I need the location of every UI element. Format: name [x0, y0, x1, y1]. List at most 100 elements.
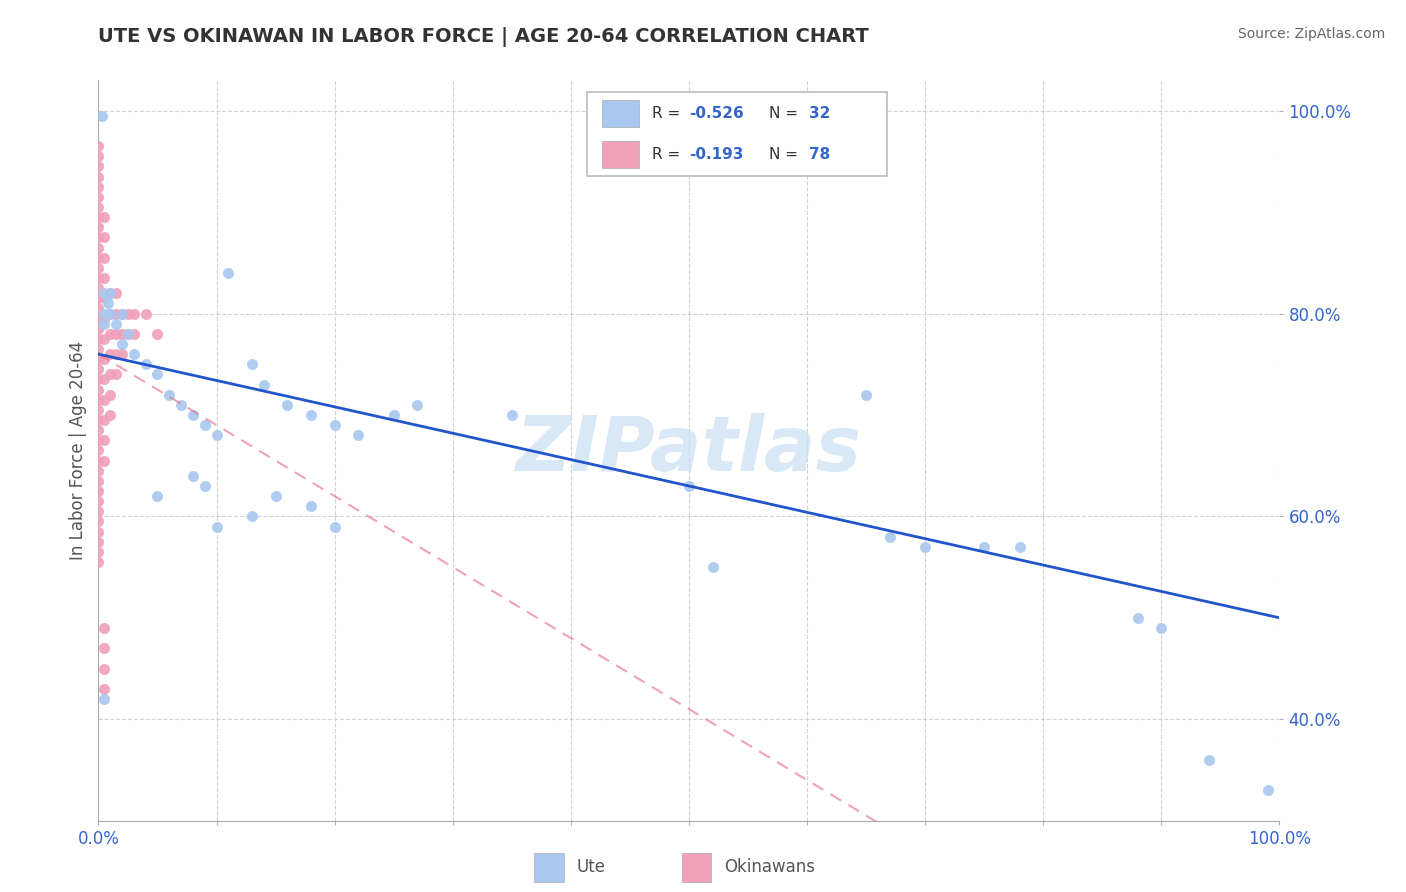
Point: [93, 621, 115, 635]
Point: [157, 387, 180, 401]
Text: 32: 32: [810, 106, 831, 120]
Point: [87, 169, 110, 184]
Text: R =: R =: [651, 106, 685, 120]
Point: [93, 332, 115, 346]
Point: [87, 149, 110, 163]
Point: [122, 326, 145, 341]
Point: [87, 524, 110, 539]
Point: [111, 307, 134, 321]
Point: [87, 362, 110, 376]
Point: [122, 307, 145, 321]
Point: [87, 534, 110, 549]
Point: [117, 307, 139, 321]
Text: -0.193: -0.193: [689, 147, 742, 161]
Point: [111, 307, 134, 321]
Point: [299, 408, 322, 422]
Point: [105, 307, 128, 321]
Point: [87, 301, 110, 316]
Bar: [602, 100, 640, 127]
Point: [87, 423, 110, 437]
Point: [91, 109, 114, 123]
Point: [205, 428, 228, 442]
Point: [276, 398, 298, 412]
Point: [87, 322, 110, 336]
Point: [93, 681, 115, 696]
Point: [87, 179, 110, 194]
Point: [253, 377, 276, 392]
Point: [93, 311, 115, 326]
Point: [105, 347, 128, 361]
Point: [93, 372, 115, 386]
Point: [170, 398, 193, 412]
Point: [87, 311, 110, 326]
Point: [87, 139, 110, 153]
Point: [117, 326, 139, 341]
Point: [1257, 783, 1279, 797]
Point: [194, 479, 217, 493]
Point: [87, 392, 110, 407]
Point: [93, 453, 115, 467]
Point: [501, 408, 523, 422]
Point: [93, 413, 115, 427]
Point: [98, 307, 121, 321]
Point: [1126, 611, 1149, 625]
Point: [87, 190, 110, 204]
Y-axis label: In Labor Force | Age 20-64: In Labor Force | Age 20-64: [69, 341, 87, 560]
Point: [87, 281, 110, 295]
Point: [98, 347, 121, 361]
Point: [93, 291, 115, 305]
Point: [97, 296, 120, 310]
Point: [217, 266, 239, 280]
Point: [98, 286, 121, 301]
Point: [87, 220, 110, 235]
Point: [98, 286, 121, 301]
Text: N =: N =: [769, 147, 803, 161]
Point: [93, 661, 115, 675]
Text: Okinawans: Okinawans: [724, 858, 815, 877]
Point: [111, 326, 134, 341]
Point: [93, 230, 115, 244]
Point: [87, 494, 110, 508]
Text: Source: ZipAtlas.com: Source: ZipAtlas.com: [1237, 27, 1385, 41]
Point: [323, 519, 346, 533]
Point: [111, 347, 134, 361]
FancyBboxPatch shape: [586, 92, 887, 176]
Point: [264, 489, 287, 503]
Point: [87, 241, 110, 255]
Point: [323, 418, 346, 433]
Text: R =: R =: [651, 147, 685, 161]
Point: [87, 443, 110, 458]
Point: [105, 368, 128, 382]
Point: [117, 326, 139, 341]
Point: [105, 317, 128, 331]
Point: [87, 464, 110, 478]
Point: [93, 434, 115, 448]
Point: [146, 326, 169, 341]
Point: [87, 483, 110, 498]
Point: [105, 326, 128, 341]
Point: [194, 418, 217, 433]
Point: [406, 398, 429, 412]
Point: [93, 352, 115, 367]
Point: [93, 392, 115, 407]
Point: [146, 489, 169, 503]
Point: [87, 260, 110, 275]
Point: [87, 332, 110, 346]
Point: [98, 307, 121, 321]
Point: [93, 251, 115, 265]
Point: [98, 408, 121, 422]
Bar: [534, 854, 564, 881]
Point: [382, 408, 405, 422]
Bar: [602, 141, 640, 168]
Text: -0.526: -0.526: [689, 106, 744, 120]
Point: [87, 160, 110, 174]
Point: [87, 555, 110, 569]
Point: [87, 413, 110, 427]
Point: [678, 479, 700, 493]
Point: [240, 357, 263, 371]
Text: ZIPatlas: ZIPatlas: [516, 414, 862, 487]
Point: [240, 509, 263, 524]
Point: [87, 230, 110, 244]
Point: [914, 540, 936, 554]
Point: [93, 286, 115, 301]
